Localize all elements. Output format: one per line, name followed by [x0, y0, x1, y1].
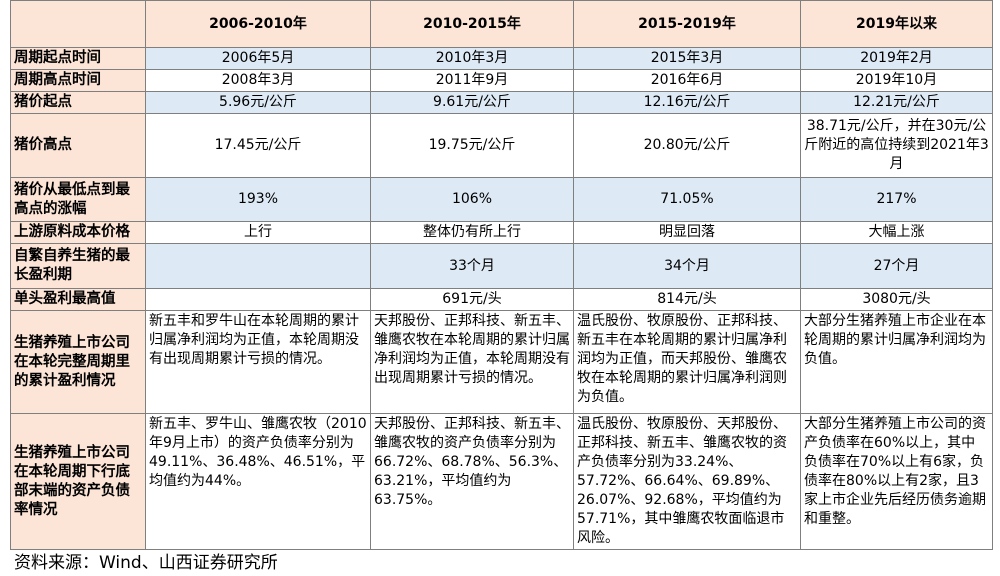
- table-cell: 2006年5月: [145, 47, 371, 70]
- table-cell: 2008年3月: [145, 69, 371, 92]
- header-cell: 2015-2019年: [573, 0, 801, 48]
- table-cell: 天邦股份、正邦科技、新五丰、雏鹰农牧的资产负债率分别为66.72%、68.78%…: [370, 413, 574, 550]
- table-cell: 2015年3月: [573, 47, 801, 70]
- table-cell: 大部分生猪养殖上市公司的资产负债率在60%以上，其中负债率在70%以上有6家，负…: [800, 413, 993, 550]
- table-cell: 27个月: [800, 243, 993, 289]
- table-cell: 2019年10月: [800, 69, 993, 92]
- table-cell: 新五丰和罗牛山在本轮周期的累计归属净利润均为正值，本轮周期没有出现周期累计亏损的…: [145, 310, 371, 414]
- table-cell: 20.80元/公斤: [573, 113, 801, 178]
- table-row: 单头盈利最高值 691元/头 814元/头 3080元/头: [10, 288, 993, 311]
- table-cell: 温氏股份、牧原股份、天邦股份、正邦科技、新五丰、雏鹰农牧的资产负债率分别为33.…: [573, 413, 801, 550]
- table-body: 2006-2010年 2010-2015年 2015-2019年 2019年以来 周期起…: [10, 0, 993, 550]
- table-cell: 天邦股份、正邦科技、新五丰、雏鹰农牧在本轮周期的累计归属净利润均为正值，本轮周期…: [370, 310, 574, 414]
- data-table: 2006-2010年 2010-2015年 2015-2019年 2019年以来 周期起…: [10, 0, 993, 550]
- table-cell: [145, 288, 371, 311]
- header-row: 2006-2010年 2010-2015年 2015-2019年 2019年以来: [10, 0, 993, 48]
- table-cell: 大幅上涨: [800, 221, 993, 244]
- row-label: 单头盈利最高值: [10, 288, 146, 311]
- table-cell: 2010年3月: [370, 47, 574, 70]
- table-cell: 温氏股份、牧原股份、正邦科技、新五丰在本轮周期的累计归属净利润均为正值，而天邦股…: [573, 310, 801, 414]
- table-cell: 5.96元/公斤: [145, 91, 371, 114]
- row-label: 自繁自养生猪的最长盈利期: [10, 243, 146, 289]
- table-cell: 12.21元/公斤: [800, 91, 993, 114]
- table-row: 上游原料成本价格 上行 整体仍有所上行 明显回落 大幅上涨: [10, 221, 993, 244]
- table-cell: 新五丰、罗牛山、雏鹰农牧（2010年9月上市）的资产负债率分别为49.11%、3…: [145, 413, 371, 550]
- row-label: 上游原料成本价格: [10, 221, 146, 244]
- table-cell: 71.05%: [573, 177, 801, 222]
- table-row: 猪价从最低点到最高点的涨幅 193% 106% 71.05% 217%: [10, 177, 993, 222]
- table-cell: 大部分生猪养殖上市企业在本轮周期的累计归属净利润均为负值。: [800, 310, 993, 414]
- table-cell: [145, 243, 371, 289]
- table-cell: 19.75元/公斤: [370, 113, 574, 178]
- table-row: 生猪养殖上市公司在本轮完整周期里的累计盈利情况 新五丰和罗牛山在本轮周期的累计归属…: [10, 310, 993, 414]
- table-cell: 17.45元/公斤: [145, 113, 371, 178]
- row-label: 生猪养殖上市公司在本轮完整周期里的累计盈利情况: [10, 310, 146, 414]
- table-cell: 12.16元/公斤: [573, 91, 801, 114]
- row-label: 猪价从最低点到最高点的涨幅: [10, 177, 146, 222]
- header-cell: 2006-2010年: [145, 0, 371, 48]
- table-cell: 整体仍有所上行: [370, 221, 574, 244]
- table-cell: 691元/头: [370, 288, 574, 311]
- row-label: 猪价高点: [10, 113, 146, 178]
- table-cell: 814元/头: [573, 288, 801, 311]
- table-cell: 2011年9月: [370, 69, 574, 92]
- header-cell: 2019年以来: [800, 0, 993, 48]
- table-cell: 217%: [800, 177, 993, 222]
- table-cell: 106%: [370, 177, 574, 222]
- row-label: 猪价起点: [10, 91, 146, 114]
- table-row: 周期起点时间 2006年5月 2010年3月 2015年3月 2019年2月: [10, 47, 993, 70]
- table-row: 自繁自养生猪的最长盈利期 33个月 34个月 27个月: [10, 243, 993, 289]
- row-label: 周期高点时间: [10, 69, 146, 92]
- table-row: 周期高点时间 2008年3月 2011年9月 2016年6月 2019年10月: [10, 69, 993, 92]
- row-label: 周期起点时间: [10, 47, 146, 70]
- table-cell: 38.71元/公斤，并在30元/公斤附近的高位持续到2021年3月: [800, 113, 993, 178]
- table-cell: 2016年6月: [573, 69, 801, 92]
- table-cell: 明显回落: [573, 221, 801, 244]
- table-cell: 2019年2月: [800, 47, 993, 70]
- table-cell: 上行: [145, 221, 371, 244]
- header-cell: 2010-2015年: [370, 0, 574, 48]
- table-row: 猪价高点 17.45元/公斤 19.75元/公斤 20.80元/公斤 38.71元/公斤…: [10, 113, 993, 178]
- table-cell: 34个月: [573, 243, 801, 289]
- header-cell: [10, 0, 146, 48]
- table-row: 猪价起点 5.96元/公斤 9.61元/公斤 12.16元/公斤 12.21元/公斤: [10, 91, 993, 114]
- table-row: 生猪养殖上市公司在本轮周期下行底部末端的资产负债率情况 新五丰、罗牛山、雏鹰农牧（…: [10, 413, 993, 550]
- source-note: 资料来源：Wind、山西证券研究所: [14, 553, 278, 573]
- table-cell: 9.61元/公斤: [370, 91, 574, 114]
- table-cell: 3080元/头: [800, 288, 993, 311]
- table-cell: 33个月: [370, 243, 574, 289]
- table-cell: 193%: [145, 177, 371, 222]
- row-label: 生猪养殖上市公司在本轮周期下行底部末端的资产负债率情况: [10, 413, 146, 550]
